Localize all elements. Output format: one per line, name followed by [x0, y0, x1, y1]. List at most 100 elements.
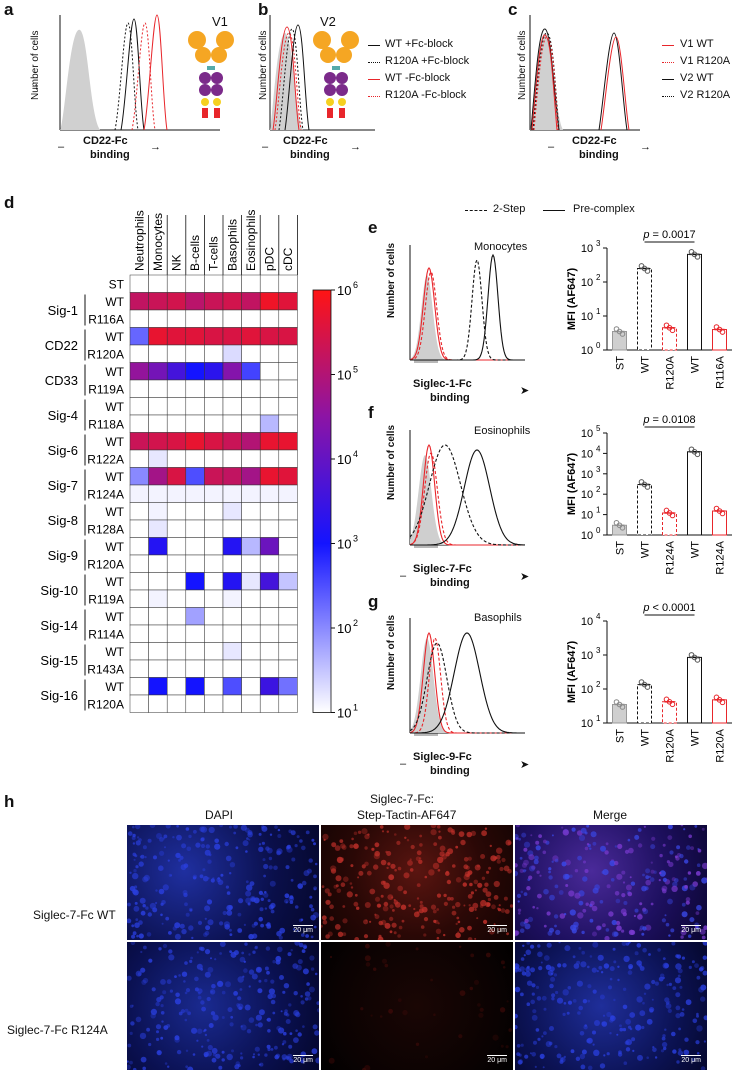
micrograph-speck	[699, 928, 706, 935]
heatmap-cell	[204, 414, 224, 433]
micrograph-speck	[460, 839, 466, 846]
micrograph-speck	[665, 1001, 669, 1005]
heatmap-cell	[166, 379, 187, 398]
micrograph-speck	[151, 987, 156, 992]
micrograph-speck	[396, 840, 401, 845]
legend-c-item: V1 R120A	[680, 55, 731, 67]
micrograph-speck	[500, 960, 505, 965]
micrograph-speck	[676, 845, 681, 850]
heatmap-cell	[148, 344, 168, 363]
micrograph-speck	[504, 909, 510, 914]
micrograph-speck	[309, 895, 313, 899]
micrograph-speck	[229, 1022, 234, 1027]
hist-fill	[410, 455, 525, 545]
micrograph-speck	[254, 1046, 260, 1052]
micrograph-speck	[397, 885, 403, 892]
micrograph-speck	[433, 919, 437, 923]
micrograph-speck	[392, 909, 395, 912]
micrograph-speck	[139, 1032, 147, 1040]
micrograph-speck	[189, 959, 193, 963]
heatmap-col-label: Eosinophils	[244, 210, 258, 271]
bar-point	[638, 679, 645, 685]
heatmap-cell	[148, 694, 168, 713]
micrograph-speck	[341, 845, 347, 850]
micrograph-speck	[525, 949, 532, 956]
micrograph-speck	[409, 858, 412, 861]
bar-point	[719, 510, 726, 517]
micrograph-speck	[657, 948, 661, 952]
micrograph-speck	[628, 929, 635, 935]
micrograph-speck	[703, 925, 707, 930]
micrograph-speck	[202, 875, 209, 882]
bar-y-tick-exp: 1	[596, 307, 601, 316]
micrograph-speck	[174, 933, 181, 940]
micrograph-speck	[311, 838, 315, 842]
micrograph-speck	[261, 841, 265, 845]
micrograph-speck	[615, 920, 621, 926]
micrograph-speck	[409, 868, 414, 872]
heatmap-row-label: R128A	[87, 523, 124, 537]
bar-category-label: ST	[615, 541, 627, 555]
micrograph-speck	[274, 1045, 278, 1050]
micrograph-speck	[259, 907, 264, 912]
micrograph-speck	[516, 893, 522, 898]
micrograph-speck	[437, 856, 444, 864]
heatmap-col-label: B-cells	[188, 235, 202, 271]
micrograph-speck	[313, 886, 317, 891]
bar-y-tick-label: 10	[581, 530, 593, 542]
micrograph-speck	[634, 951, 639, 956]
micrograph-speck	[334, 924, 341, 930]
micrograph-speck	[542, 1066, 545, 1069]
micrograph-speck	[642, 926, 647, 931]
micrograph-speck	[677, 1050, 684, 1056]
micrograph-speck	[266, 970, 270, 975]
heatmap-row-label: WT	[105, 575, 124, 589]
bar-y-tick-label: 10	[581, 448, 593, 460]
micrograph-speck	[680, 935, 684, 939]
micrograph-speck	[279, 975, 284, 980]
micrograph-speck	[621, 893, 626, 898]
micrograph-speck	[680, 825, 684, 827]
heatmap-cell	[204, 659, 224, 678]
micrograph-speck	[323, 838, 326, 841]
micrograph-speck	[508, 1028, 512, 1032]
micrograph-speck	[468, 906, 475, 912]
micrograph-speck	[416, 911, 420, 914]
micrograph-speck	[226, 910, 233, 916]
micrograph-speck	[185, 912, 190, 917]
micrograph-speck	[581, 930, 585, 935]
micrograph-speck	[339, 839, 344, 843]
bar-category-label: WT	[690, 541, 702, 558]
micrograph-speck	[197, 991, 201, 995]
micrograph-speck	[424, 875, 428, 879]
micrograph-speck	[241, 951, 245, 955]
micrograph-speck	[179, 855, 184, 860]
micrograph-speck	[447, 827, 453, 833]
scale-bar: 20 μm	[487, 1055, 507, 1064]
micrograph-speck	[208, 826, 215, 834]
micrograph-speck	[645, 879, 651, 886]
micrograph-speck	[179, 923, 185, 929]
heatmap-cell	[148, 589, 168, 608]
micrograph-speck	[335, 875, 342, 882]
micrograph-speck	[390, 863, 396, 869]
heatmap-cell	[185, 642, 205, 661]
micrograph-speck	[432, 909, 437, 914]
micrograph-speck	[200, 837, 205, 842]
micrograph-speck	[283, 983, 290, 989]
micrograph-speck	[127, 1060, 129, 1063]
bar-point	[619, 704, 626, 710]
micrograph-speck	[589, 847, 592, 850]
micrograph-speck	[498, 928, 501, 930]
micrograph-speck	[705, 877, 707, 881]
micrograph-speck	[194, 976, 199, 982]
micrograph-speck	[247, 830, 253, 836]
micrograph-speck	[702, 942, 707, 946]
legend-c-item: V2 R120A	[680, 89, 731, 101]
histogram-e	[409, 245, 525, 363]
micrograph-speck	[685, 897, 691, 902]
micrograph-speck	[447, 896, 451, 901]
heatmap: Neutrophils Monocytes NK B-cells T-cells Baso…	[40, 210, 358, 720]
micrograph-speck	[498, 904, 501, 907]
micrograph-speck	[276, 930, 282, 937]
